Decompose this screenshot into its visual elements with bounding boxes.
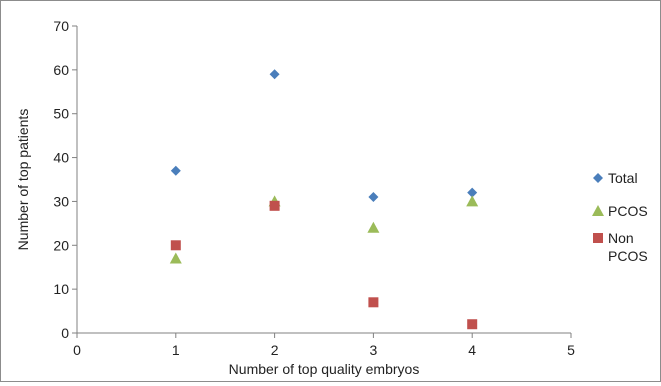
y-tick-label: 70 <box>53 18 69 34</box>
point-total <box>269 69 280 80</box>
x-axis-label: Number of top quality embryos <box>229 361 420 377</box>
legend: Total PCOS Non PCOS <box>592 170 648 264</box>
point-pcos <box>169 252 182 264</box>
y-tick-label: 30 <box>53 193 69 209</box>
y-axis-label: Number of top patients <box>15 109 31 251</box>
y-tick-label: 60 <box>53 62 69 78</box>
point-non-pcos <box>170 240 181 251</box>
legend-label-non-pcos: Non PCOS <box>608 230 648 264</box>
y-tick-label: 20 <box>53 237 69 253</box>
point-pcos <box>367 221 380 233</box>
point-total <box>170 165 181 176</box>
legend-marker-total <box>593 173 603 183</box>
y-tick-label: 0 <box>61 325 69 341</box>
point-non-pcos <box>368 297 379 308</box>
point-total <box>467 187 478 198</box>
point-pcos <box>466 195 479 207</box>
y-tick-label: 10 <box>53 281 69 297</box>
x-tick-label: 3 <box>370 342 378 358</box>
legend-marker-pcos <box>592 205 604 216</box>
x-tick-label: 1 <box>172 342 180 358</box>
point-total <box>368 192 379 203</box>
x-tick-label: 2 <box>271 342 279 358</box>
y-axis-ticks: 0 10 20 30 40 50 60 70 <box>53 18 77 341</box>
point-non-pcos <box>467 319 478 330</box>
axes: 0 1 2 3 4 5 0 10 20 30 40 50 60 70 <box>53 18 575 358</box>
y-tick-label: 40 <box>53 150 69 166</box>
point-non-pcos <box>269 200 280 211</box>
x-tick-label: 5 <box>567 342 575 358</box>
x-axis-ticks: 0 1 2 3 4 5 <box>73 333 575 358</box>
legend-label-pcos: PCOS <box>608 203 648 219</box>
data-markers <box>169 69 479 330</box>
legend-marker-non-pcos <box>593 233 603 243</box>
y-tick-label: 50 <box>53 106 69 122</box>
x-tick-label: 0 <box>73 342 81 358</box>
legend-label-total: Total <box>608 170 638 186</box>
x-tick-label: 4 <box>468 342 476 358</box>
